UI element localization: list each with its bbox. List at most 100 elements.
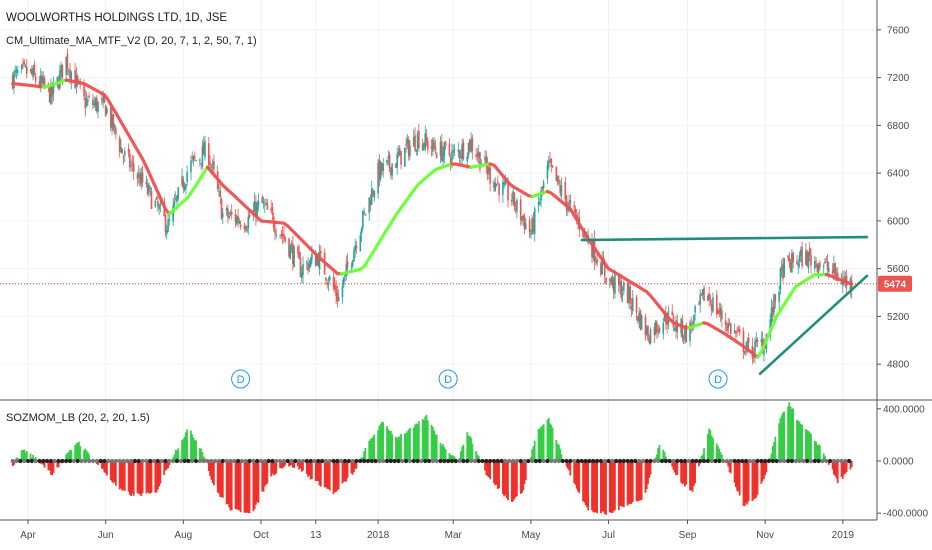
momentum-bar bbox=[288, 461, 290, 467]
candle-body bbox=[685, 324, 688, 343]
squeeze-dot bbox=[235, 458, 241, 464]
momentum-bar bbox=[797, 420, 800, 461]
candle-body bbox=[253, 201, 256, 212]
dividend-circle[interactable] bbox=[438, 369, 458, 389]
squeeze-dot bbox=[400, 458, 405, 464]
candle-body bbox=[807, 251, 810, 269]
momentum-bar bbox=[801, 424, 803, 461]
candle-body bbox=[174, 198, 177, 200]
dividend-circle[interactable] bbox=[231, 369, 251, 389]
candle-body bbox=[549, 159, 551, 161]
momentum-indicator-label[interactable]: SOZMOM_LB (20, 2, 20, 1.5) bbox=[6, 412, 150, 424]
momentum-bar bbox=[234, 461, 237, 510]
momentum-bar bbox=[76, 442, 79, 461]
momentum-bar bbox=[122, 461, 125, 490]
momentum-bar bbox=[414, 424, 416, 461]
candle-body bbox=[639, 310, 642, 330]
momentum-bar bbox=[664, 456, 667, 461]
dividend-marker[interactable]: D bbox=[231, 369, 251, 389]
momentum-bar bbox=[489, 461, 492, 480]
candle-body bbox=[528, 220, 531, 232]
momentum-bar bbox=[742, 461, 745, 506]
time-axis[interactable]: Apr Jun Aug Oct 13 2018 Mar May Jul Sep Nov 2019 bbox=[20, 520, 854, 541]
squeeze-dot bbox=[87, 458, 92, 464]
momentum-bar bbox=[709, 430, 712, 461]
momentum-bar bbox=[212, 461, 215, 486]
squeeze-dot bbox=[606, 458, 611, 464]
candle-body bbox=[400, 151, 402, 165]
momentum-axis[interactable]: 400.0000 0.0000 -400.0000 bbox=[877, 404, 928, 520]
momentum-bar bbox=[201, 451, 204, 461]
squeeze-dot bbox=[461, 458, 466, 464]
momentum-bar bbox=[810, 433, 812, 461]
momentum-bar bbox=[515, 461, 518, 497]
ma-indicator-label[interactable]: CM_Ultimate_MA_MTF_V2 (D, 20, 7, 1, 2, 5… bbox=[6, 35, 257, 47]
momentum-bar bbox=[486, 461, 489, 477]
momentum-bar bbox=[512, 461, 514, 502]
candle-body bbox=[150, 190, 153, 209]
candle-body bbox=[782, 264, 784, 279]
candle-body bbox=[507, 182, 509, 201]
candle-body bbox=[801, 246, 803, 267]
momentum-bar bbox=[412, 427, 415, 461]
candle-body bbox=[719, 308, 722, 315]
candle-body bbox=[737, 328, 740, 331]
dividend-circle[interactable] bbox=[708, 369, 728, 389]
momentum-bar bbox=[132, 461, 135, 496]
candle-body bbox=[521, 217, 523, 222]
momentum-bar bbox=[628, 461, 630, 504]
ma-segment bbox=[530, 189, 549, 199]
momentum-bar bbox=[344, 461, 346, 482]
candle-body bbox=[833, 263, 835, 273]
candle-body bbox=[735, 331, 737, 334]
momentum-bar bbox=[680, 461, 683, 483]
momentum-bar bbox=[638, 461, 641, 501]
momentum-bar bbox=[600, 461, 602, 514]
candle-body bbox=[363, 211, 365, 213]
momentum-bar bbox=[584, 461, 587, 506]
momentum-bar bbox=[106, 461, 108, 476]
dividend-marker[interactable]: D bbox=[708, 369, 728, 389]
candle-body bbox=[806, 251, 808, 267]
price-axis[interactable]: 4800 5200 5600 6000 6400 6800 7200 7600 bbox=[877, 25, 910, 371]
candle-body bbox=[221, 213, 224, 218]
squeeze-dot bbox=[541, 458, 546, 464]
trendlines[interactable] bbox=[580, 235, 869, 376]
momentum-bar bbox=[462, 444, 465, 461]
candle-body bbox=[458, 150, 461, 158]
candle-body bbox=[95, 97, 98, 112]
squeeze-dot bbox=[213, 458, 218, 464]
trendline[interactable] bbox=[580, 235, 869, 242]
momentum-bar bbox=[594, 461, 597, 512]
momentum-bar bbox=[83, 450, 85, 461]
candle-body bbox=[822, 265, 825, 267]
momentum-bar bbox=[640, 461, 643, 500]
candle-body bbox=[368, 197, 371, 214]
squeeze-dot bbox=[625, 458, 630, 464]
trendline[interactable] bbox=[758, 274, 869, 376]
momentum-bar bbox=[243, 461, 246, 513]
momentum-bar bbox=[587, 461, 590, 511]
momentum-bar bbox=[507, 461, 509, 501]
candle-body bbox=[262, 201, 265, 204]
squeeze-dot bbox=[369, 458, 374, 464]
momentum-bar bbox=[743, 461, 746, 506]
momentum-bar bbox=[840, 461, 843, 477]
momentum-bar bbox=[537, 429, 540, 461]
candle-body bbox=[486, 165, 489, 175]
momentum-bar bbox=[202, 456, 205, 461]
squeeze-dot bbox=[644, 458, 649, 464]
squeeze-dot bbox=[652, 458, 657, 464]
squeeze-dot bbox=[446, 458, 451, 464]
moving-average-line bbox=[11, 78, 854, 359]
squeeze-dot bbox=[640, 458, 646, 464]
candle-body bbox=[510, 199, 513, 202]
candle-body bbox=[104, 105, 107, 117]
candle-body bbox=[522, 215, 525, 220]
momentum-bar bbox=[477, 455, 480, 461]
candle-body bbox=[631, 298, 634, 311]
time-tick-label: Sep bbox=[679, 530, 697, 541]
dividend-marker[interactable]: D bbox=[438, 369, 458, 389]
